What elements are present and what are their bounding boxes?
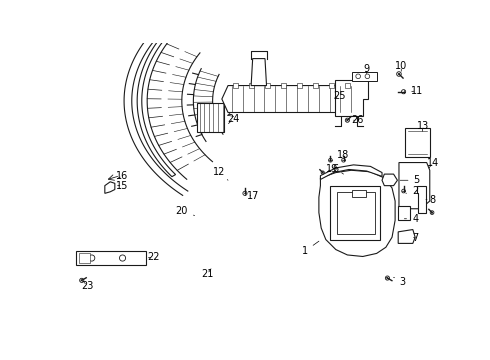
Text: 15: 15: [116, 181, 129, 191]
Circle shape: [342, 158, 345, 162]
Text: 4: 4: [404, 214, 418, 224]
Circle shape: [397, 72, 401, 76]
Bar: [281, 83, 286, 88]
Circle shape: [385, 276, 390, 280]
Polygon shape: [194, 69, 223, 141]
Text: 8: 8: [426, 194, 436, 204]
Circle shape: [345, 118, 349, 122]
Polygon shape: [398, 230, 415, 243]
Text: 22: 22: [147, 252, 160, 262]
Polygon shape: [147, 39, 213, 179]
Polygon shape: [320, 165, 382, 180]
Text: 17: 17: [247, 191, 260, 201]
Text: 21: 21: [201, 269, 214, 279]
Polygon shape: [399, 163, 430, 209]
Polygon shape: [124, 28, 188, 195]
Bar: [405, 128, 430, 157]
Text: 20: 20: [175, 206, 195, 216]
Text: 7: 7: [412, 233, 418, 243]
Bar: [398, 206, 410, 220]
Circle shape: [89, 255, 95, 261]
Circle shape: [329, 158, 332, 162]
Polygon shape: [251, 59, 267, 86]
Text: 10: 10: [395, 61, 407, 71]
Text: 23: 23: [81, 281, 93, 291]
Circle shape: [430, 211, 434, 215]
Text: 12: 12: [213, 167, 228, 180]
Circle shape: [356, 74, 361, 78]
Circle shape: [80, 278, 84, 283]
Text: 3: 3: [393, 277, 406, 287]
Polygon shape: [76, 251, 146, 265]
Text: 6: 6: [333, 164, 343, 174]
Polygon shape: [105, 182, 115, 193]
Bar: [79, 253, 90, 263]
Circle shape: [402, 189, 405, 193]
Text: 16: 16: [117, 171, 129, 181]
Polygon shape: [137, 40, 175, 177]
Circle shape: [401, 90, 406, 94]
Polygon shape: [319, 170, 395, 256]
Text: 13: 13: [416, 121, 429, 131]
Text: 2: 2: [406, 186, 418, 196]
Text: 19: 19: [326, 164, 338, 174]
Bar: [337, 192, 375, 234]
Polygon shape: [416, 186, 426, 213]
Text: 11: 11: [411, 86, 423, 96]
Polygon shape: [222, 86, 361, 112]
Text: 14: 14: [427, 158, 439, 168]
Bar: [330, 186, 381, 239]
Text: 5: 5: [400, 175, 420, 185]
Text: 24: 24: [227, 114, 240, 123]
FancyBboxPatch shape: [352, 72, 377, 81]
Text: 18: 18: [338, 150, 350, 160]
Text: 25: 25: [333, 91, 346, 100]
Circle shape: [365, 74, 370, 78]
Bar: [265, 83, 270, 88]
Circle shape: [321, 171, 324, 174]
Text: 9: 9: [364, 64, 369, 73]
Bar: [352, 189, 366, 197]
Circle shape: [120, 255, 125, 261]
Polygon shape: [382, 174, 397, 186]
Polygon shape: [335, 80, 368, 116]
Bar: [249, 83, 254, 88]
Circle shape: [243, 191, 247, 195]
Bar: [329, 83, 334, 88]
Bar: [313, 83, 318, 88]
Bar: [345, 83, 350, 88]
Polygon shape: [197, 103, 224, 132]
Bar: [233, 83, 238, 88]
Text: 1: 1: [302, 241, 319, 256]
Bar: [297, 83, 302, 88]
Text: 26: 26: [351, 115, 364, 125]
